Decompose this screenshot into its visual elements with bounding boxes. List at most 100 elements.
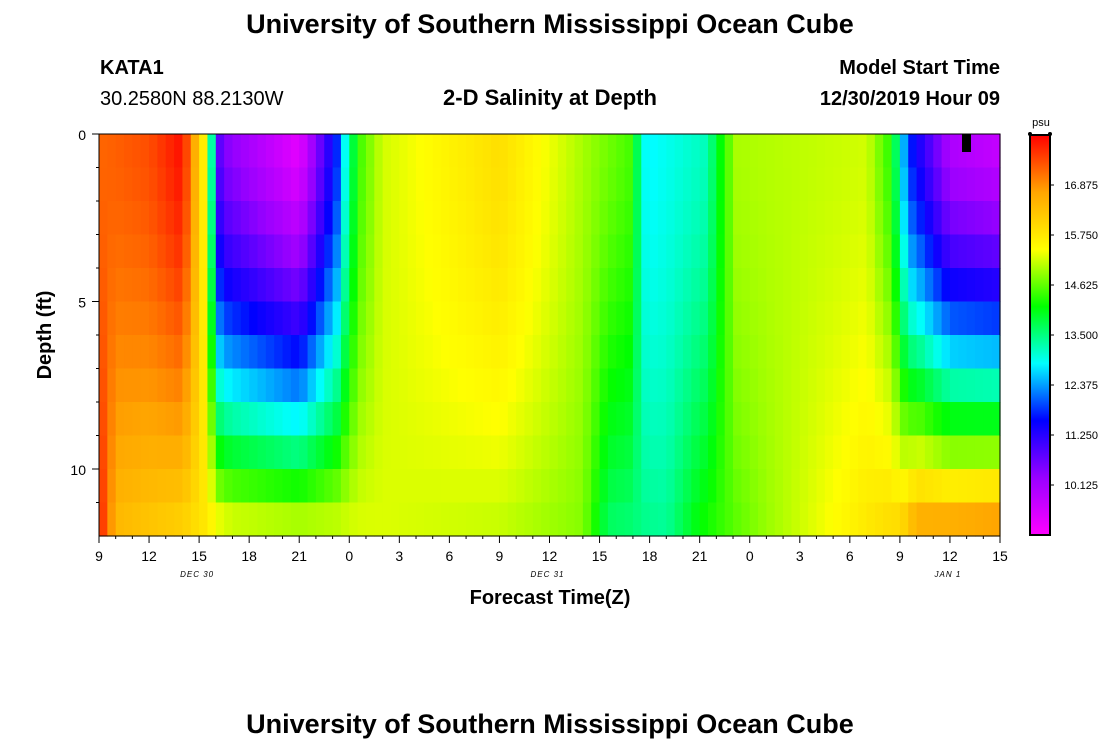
heatmap-cell [908,368,918,403]
heatmap-cell [174,134,184,169]
heatmap-cell [524,301,534,336]
heatmap-cell [424,469,434,504]
heatmap-cell [115,368,125,403]
heatmap-cell [157,301,167,336]
heatmap-cell [324,268,334,303]
heatmap-cell [516,402,526,437]
heatmap-cell [491,402,501,437]
colorbar-ramp [1029,134,1051,536]
heatmap-cell [466,435,476,470]
heatmap-cell [808,201,818,236]
heatmap-cell [249,435,259,470]
heatmap-cell [340,368,350,403]
heatmap-cell [424,234,434,269]
heatmap-cell [290,234,300,269]
heatmap-cell [457,368,467,403]
heatmap-cell [682,402,692,437]
heatmap-cell [974,469,984,504]
heatmap-cell [949,502,959,537]
heatmap-cell [524,234,534,269]
heatmap-cell [541,234,551,269]
x-tick-label: 9 [95,548,103,564]
heatmap-cell [499,201,509,236]
heatmap-cell [432,469,442,504]
heatmap-cell [774,469,784,504]
heatmap-cell [349,469,359,504]
x-tick-label: 9 [896,548,904,564]
heatmap-cell [399,502,409,537]
heatmap-cell [215,201,225,236]
heatmap-cell [708,234,717,269]
heatmap-cell [149,301,158,336]
heatmap-cell [924,502,934,537]
heatmap-cell [249,167,259,202]
heatmap-cell [257,335,267,370]
heatmap-cell [824,368,834,403]
heatmap-cell [340,335,350,370]
heatmap-cell [699,469,709,504]
heatmap-cell [174,268,184,303]
heatmap-cell [416,402,425,437]
heatmap-cell [799,234,809,269]
heatmap-cell [132,234,142,269]
heatmap-cell [716,201,726,236]
heatmap-cell [274,234,284,269]
heatmap-cell [816,402,826,437]
heatmap-cell [983,435,993,470]
heatmap-cell [532,167,542,202]
heatmap-cell [716,268,726,303]
heatmap-cell [616,435,626,470]
heatmap-cell [908,469,918,504]
heatmap-cell [132,402,142,437]
colorbar: psu 16.875 15.750 14.625 13.500 12.375 11.250… [1028,117,1098,536]
heatmap-cell [774,402,784,437]
heatmap-cell [641,368,651,403]
heatmap-cell [240,435,250,470]
heatmap-cell [783,335,793,370]
heatmap-cell [549,234,559,269]
heatmap-cell [382,502,392,537]
heatmap-cell [991,301,1001,336]
x-date-label: JAN 1 [934,570,962,579]
heatmap-cell [758,301,767,336]
heatmap-cell [215,502,225,537]
heatmap-cell [524,502,534,537]
heatmap-cell [741,435,751,470]
heatmap-cell [641,201,651,236]
heatmap-cell [340,502,350,537]
heatmap-cell [874,201,884,236]
heatmap-cell [849,502,859,537]
heatmap-cell [349,402,359,437]
heatmap-cell [499,134,509,169]
heatmap-cell [382,134,392,169]
heatmap-cell [766,502,776,537]
heatmap-cell [691,134,701,169]
heatmap-cell [357,234,367,269]
heatmap-cell [549,435,559,470]
heatmap-cell [365,435,375,470]
heatmap-cell [382,435,392,470]
heatmap-cell [224,402,234,437]
heatmap-cell [841,201,851,236]
heatmap-cell [941,201,951,236]
heatmap-cell [491,469,501,504]
heatmap-cell [224,502,234,537]
heatmap-cell [282,335,292,370]
heatmap-cell [441,167,450,202]
heatmap-cell [290,167,300,202]
heatmap-cell [474,469,484,504]
heatmap-cell [808,167,818,202]
heatmap-cell [841,469,851,504]
heatmap-cell [791,469,801,504]
heatmap-cell [299,234,309,269]
heatmap-cell [240,502,250,537]
heatmap-cell [699,368,709,403]
heatmap-cell [132,134,142,169]
heatmap-cell [766,234,776,269]
heatmap-cell [240,368,250,403]
heatmap-cell [149,402,158,437]
heatmap-cell [390,335,400,370]
heatmap-cell [974,502,984,537]
heatmap-cell [457,234,467,269]
